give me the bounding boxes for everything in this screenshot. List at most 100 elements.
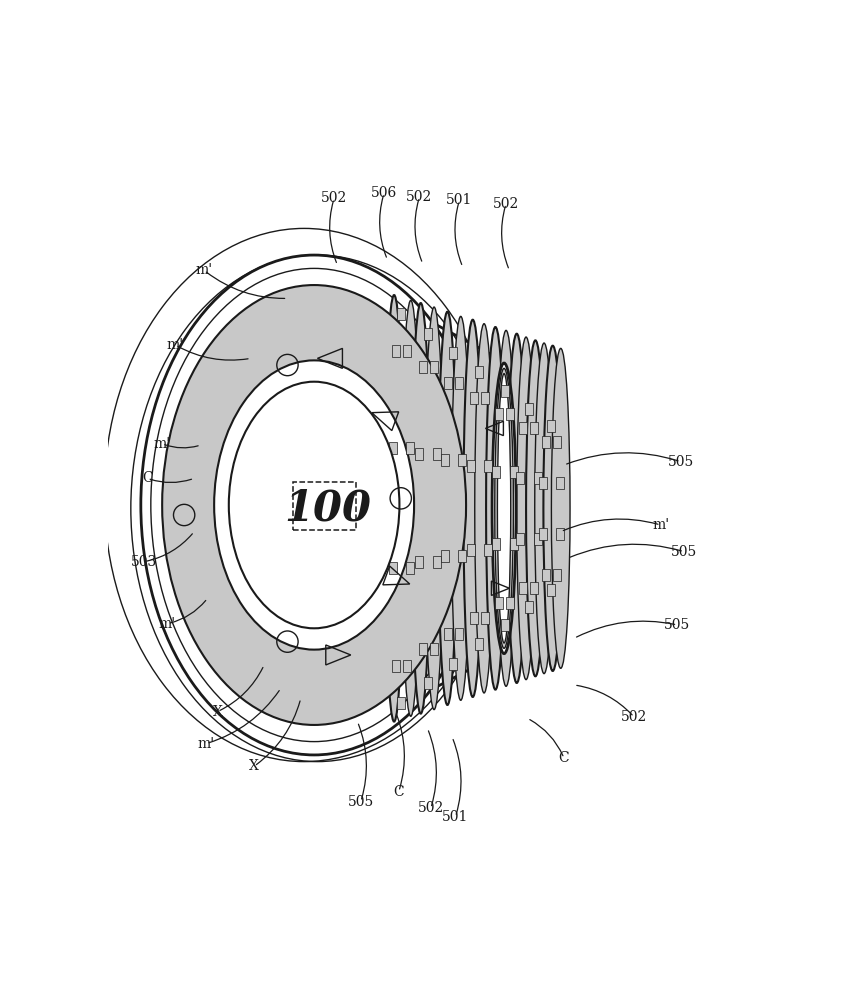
Text: m': m' bbox=[652, 518, 669, 532]
Ellipse shape bbox=[141, 255, 488, 755]
Text: X: X bbox=[249, 759, 259, 773]
Bar bbox=[507, 597, 514, 609]
Bar bbox=[516, 472, 524, 484]
Bar bbox=[533, 472, 542, 484]
Ellipse shape bbox=[229, 382, 399, 628]
Ellipse shape bbox=[535, 343, 553, 674]
Bar bbox=[556, 477, 564, 489]
Text: 505: 505 bbox=[667, 455, 694, 469]
Ellipse shape bbox=[492, 363, 516, 654]
Bar bbox=[406, 562, 415, 574]
Bar bbox=[458, 550, 466, 562]
Bar bbox=[476, 638, 483, 650]
Bar bbox=[450, 658, 458, 670]
Bar bbox=[419, 361, 427, 373]
Text: m': m' bbox=[195, 263, 212, 277]
Text: 501: 501 bbox=[442, 810, 469, 824]
Bar bbox=[430, 361, 438, 373]
Ellipse shape bbox=[551, 348, 570, 668]
Text: 505: 505 bbox=[347, 795, 374, 809]
Bar bbox=[519, 582, 527, 594]
Ellipse shape bbox=[497, 374, 511, 643]
Bar bbox=[403, 660, 411, 672]
Text: 100: 100 bbox=[284, 487, 371, 529]
Bar bbox=[531, 582, 538, 594]
Bar bbox=[556, 528, 564, 540]
Line: 2 pts: 2 pts bbox=[314, 653, 501, 752]
Bar bbox=[548, 584, 556, 596]
Text: m': m' bbox=[198, 737, 215, 751]
Bar bbox=[484, 544, 492, 556]
Bar bbox=[466, 460, 475, 472]
Text: m': m' bbox=[167, 338, 184, 352]
Text: 505: 505 bbox=[664, 618, 691, 632]
Bar bbox=[440, 550, 449, 562]
Text: C: C bbox=[559, 751, 569, 765]
Text: C: C bbox=[142, 471, 153, 485]
Bar bbox=[538, 528, 546, 540]
Line: 2 pts: 2 pts bbox=[314, 258, 501, 360]
Bar bbox=[510, 466, 518, 478]
Bar bbox=[525, 403, 532, 415]
Bar bbox=[470, 392, 478, 404]
Ellipse shape bbox=[464, 320, 482, 697]
Point bbox=[309, 252, 319, 264]
Ellipse shape bbox=[411, 303, 430, 714]
Polygon shape bbox=[314, 258, 501, 752]
Text: m': m' bbox=[154, 437, 171, 451]
Ellipse shape bbox=[214, 360, 415, 650]
Text: 502: 502 bbox=[621, 710, 648, 724]
Bar bbox=[476, 366, 483, 378]
Text: 503: 503 bbox=[131, 555, 157, 569]
Bar bbox=[538, 477, 546, 489]
Bar bbox=[495, 597, 503, 609]
Bar bbox=[542, 569, 550, 581]
Bar bbox=[433, 556, 441, 568]
Bar bbox=[389, 442, 396, 454]
Bar bbox=[444, 377, 452, 389]
Bar bbox=[397, 308, 405, 320]
Bar bbox=[548, 420, 556, 432]
Ellipse shape bbox=[150, 268, 477, 742]
Ellipse shape bbox=[486, 327, 505, 690]
Bar bbox=[519, 422, 527, 434]
Bar bbox=[553, 436, 561, 448]
Text: X: X bbox=[212, 705, 223, 719]
Ellipse shape bbox=[425, 307, 444, 710]
Bar bbox=[466, 544, 475, 556]
Bar bbox=[455, 377, 463, 389]
Bar bbox=[492, 538, 500, 550]
Bar bbox=[501, 619, 509, 631]
Bar bbox=[406, 442, 415, 454]
Bar bbox=[440, 454, 449, 466]
Ellipse shape bbox=[517, 337, 536, 680]
Ellipse shape bbox=[163, 285, 466, 725]
Bar bbox=[424, 328, 432, 340]
Text: m': m' bbox=[159, 617, 176, 631]
Bar bbox=[389, 562, 396, 574]
Text: C: C bbox=[393, 785, 404, 799]
Bar bbox=[415, 448, 423, 460]
Bar bbox=[397, 697, 405, 709]
Bar bbox=[403, 345, 411, 357]
Text: 502: 502 bbox=[418, 801, 444, 815]
Text: 502: 502 bbox=[493, 197, 519, 211]
Ellipse shape bbox=[494, 368, 513, 648]
Bar bbox=[424, 677, 432, 689]
Bar bbox=[531, 422, 538, 434]
Text: 501: 501 bbox=[446, 193, 473, 207]
Bar bbox=[430, 643, 438, 655]
Ellipse shape bbox=[507, 334, 526, 683]
Bar bbox=[450, 347, 458, 359]
Point bbox=[309, 746, 319, 758]
Ellipse shape bbox=[438, 312, 457, 705]
Ellipse shape bbox=[402, 300, 420, 716]
Bar bbox=[525, 601, 532, 613]
Bar bbox=[444, 628, 452, 640]
Bar bbox=[484, 460, 492, 472]
Text: 502: 502 bbox=[406, 190, 433, 204]
Bar bbox=[507, 408, 514, 420]
Bar bbox=[415, 556, 423, 568]
Bar bbox=[392, 660, 400, 672]
Bar bbox=[510, 538, 518, 550]
